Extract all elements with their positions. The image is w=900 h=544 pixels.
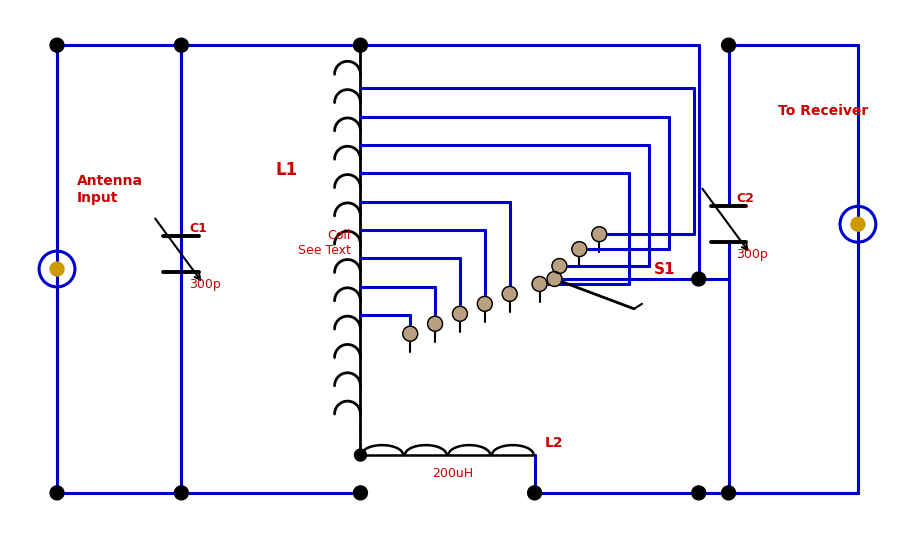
Text: 200uH: 200uH: [433, 467, 473, 480]
Circle shape: [50, 38, 64, 52]
Circle shape: [50, 262, 64, 276]
Circle shape: [502, 287, 518, 301]
Circle shape: [175, 38, 188, 52]
Circle shape: [547, 271, 562, 287]
Circle shape: [428, 316, 443, 331]
Text: Antenna
Input: Antenna Input: [76, 174, 143, 205]
Text: L1: L1: [276, 160, 298, 178]
Circle shape: [572, 242, 587, 257]
Circle shape: [722, 38, 735, 52]
Circle shape: [527, 486, 542, 500]
Text: 300p: 300p: [189, 278, 221, 291]
Circle shape: [850, 217, 865, 231]
Circle shape: [354, 486, 367, 500]
Circle shape: [552, 258, 567, 274]
Circle shape: [402, 326, 418, 341]
Circle shape: [592, 227, 607, 242]
Text: Coil
See Text: Coil See Text: [298, 229, 350, 257]
Circle shape: [477, 296, 492, 311]
Text: C2: C2: [736, 193, 754, 205]
Circle shape: [692, 272, 706, 286]
Text: C1: C1: [189, 222, 207, 235]
Circle shape: [175, 486, 188, 500]
Circle shape: [355, 449, 366, 461]
Circle shape: [692, 486, 706, 500]
Circle shape: [354, 38, 367, 52]
Circle shape: [722, 486, 735, 500]
Text: 300p: 300p: [736, 248, 769, 261]
Text: To Receiver: To Receiver: [778, 104, 868, 118]
Circle shape: [532, 276, 547, 292]
Circle shape: [453, 306, 467, 322]
Text: S1: S1: [654, 262, 676, 277]
Circle shape: [50, 486, 64, 500]
Text: L2: L2: [544, 436, 563, 450]
